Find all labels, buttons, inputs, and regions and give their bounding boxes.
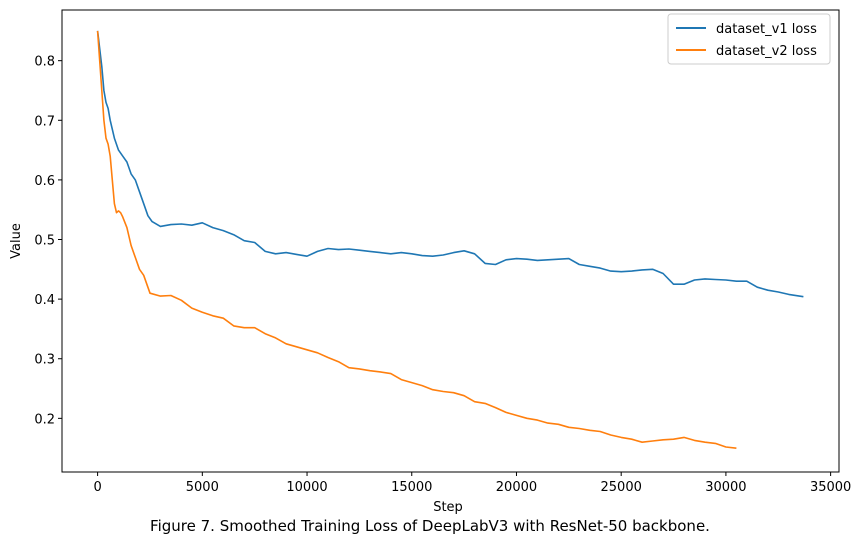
- x-tick-label: 20000: [496, 480, 537, 495]
- y-tick-label: 0.5: [34, 234, 55, 249]
- series-line-dataset-v1-loss: [96, 30, 804, 298]
- x-tick-label: 5000: [186, 480, 219, 495]
- x-tick-label: 25000: [601, 480, 642, 495]
- x-tick-label: 35000: [810, 480, 851, 495]
- y-tick-label: 0.7: [34, 114, 55, 129]
- x-tick-label: 15000: [391, 480, 432, 495]
- legend-label-dataset-v2: dataset_v2 loss: [716, 44, 817, 59]
- legend-label-dataset-v1: dataset_v1 loss: [716, 22, 817, 37]
- plot-area: [96, 30, 804, 449]
- x-axis-label: Step: [433, 500, 463, 515]
- axes: 0 5000 10000 15000 20000 25000 30000 35000 0.2 0.…: [34, 9, 851, 495]
- series-line-dataset-v2-loss: [96, 30, 737, 449]
- x-tick-label: 30000: [705, 480, 746, 495]
- plot-frame: [61, 9, 840, 473]
- y-tick-label: 0.4: [34, 293, 55, 308]
- y-tick-label: 0.6: [34, 174, 55, 189]
- x-tick-label: 10000: [286, 480, 327, 495]
- y-tick-label: 0.3: [34, 353, 55, 368]
- y-axis-label: Value: [9, 223, 24, 259]
- y-tick-label: 0.2: [34, 412, 55, 427]
- legend-box: [667, 13, 831, 65]
- figure-caption: Figure 7. Smoothed Training Loss of Deep…: [150, 517, 710, 535]
- y-tick-label: 0.8: [34, 55, 55, 70]
- x-tick-label: 0: [93, 480, 101, 495]
- legend: dataset_v1 loss dataset_v2 loss: [667, 13, 831, 65]
